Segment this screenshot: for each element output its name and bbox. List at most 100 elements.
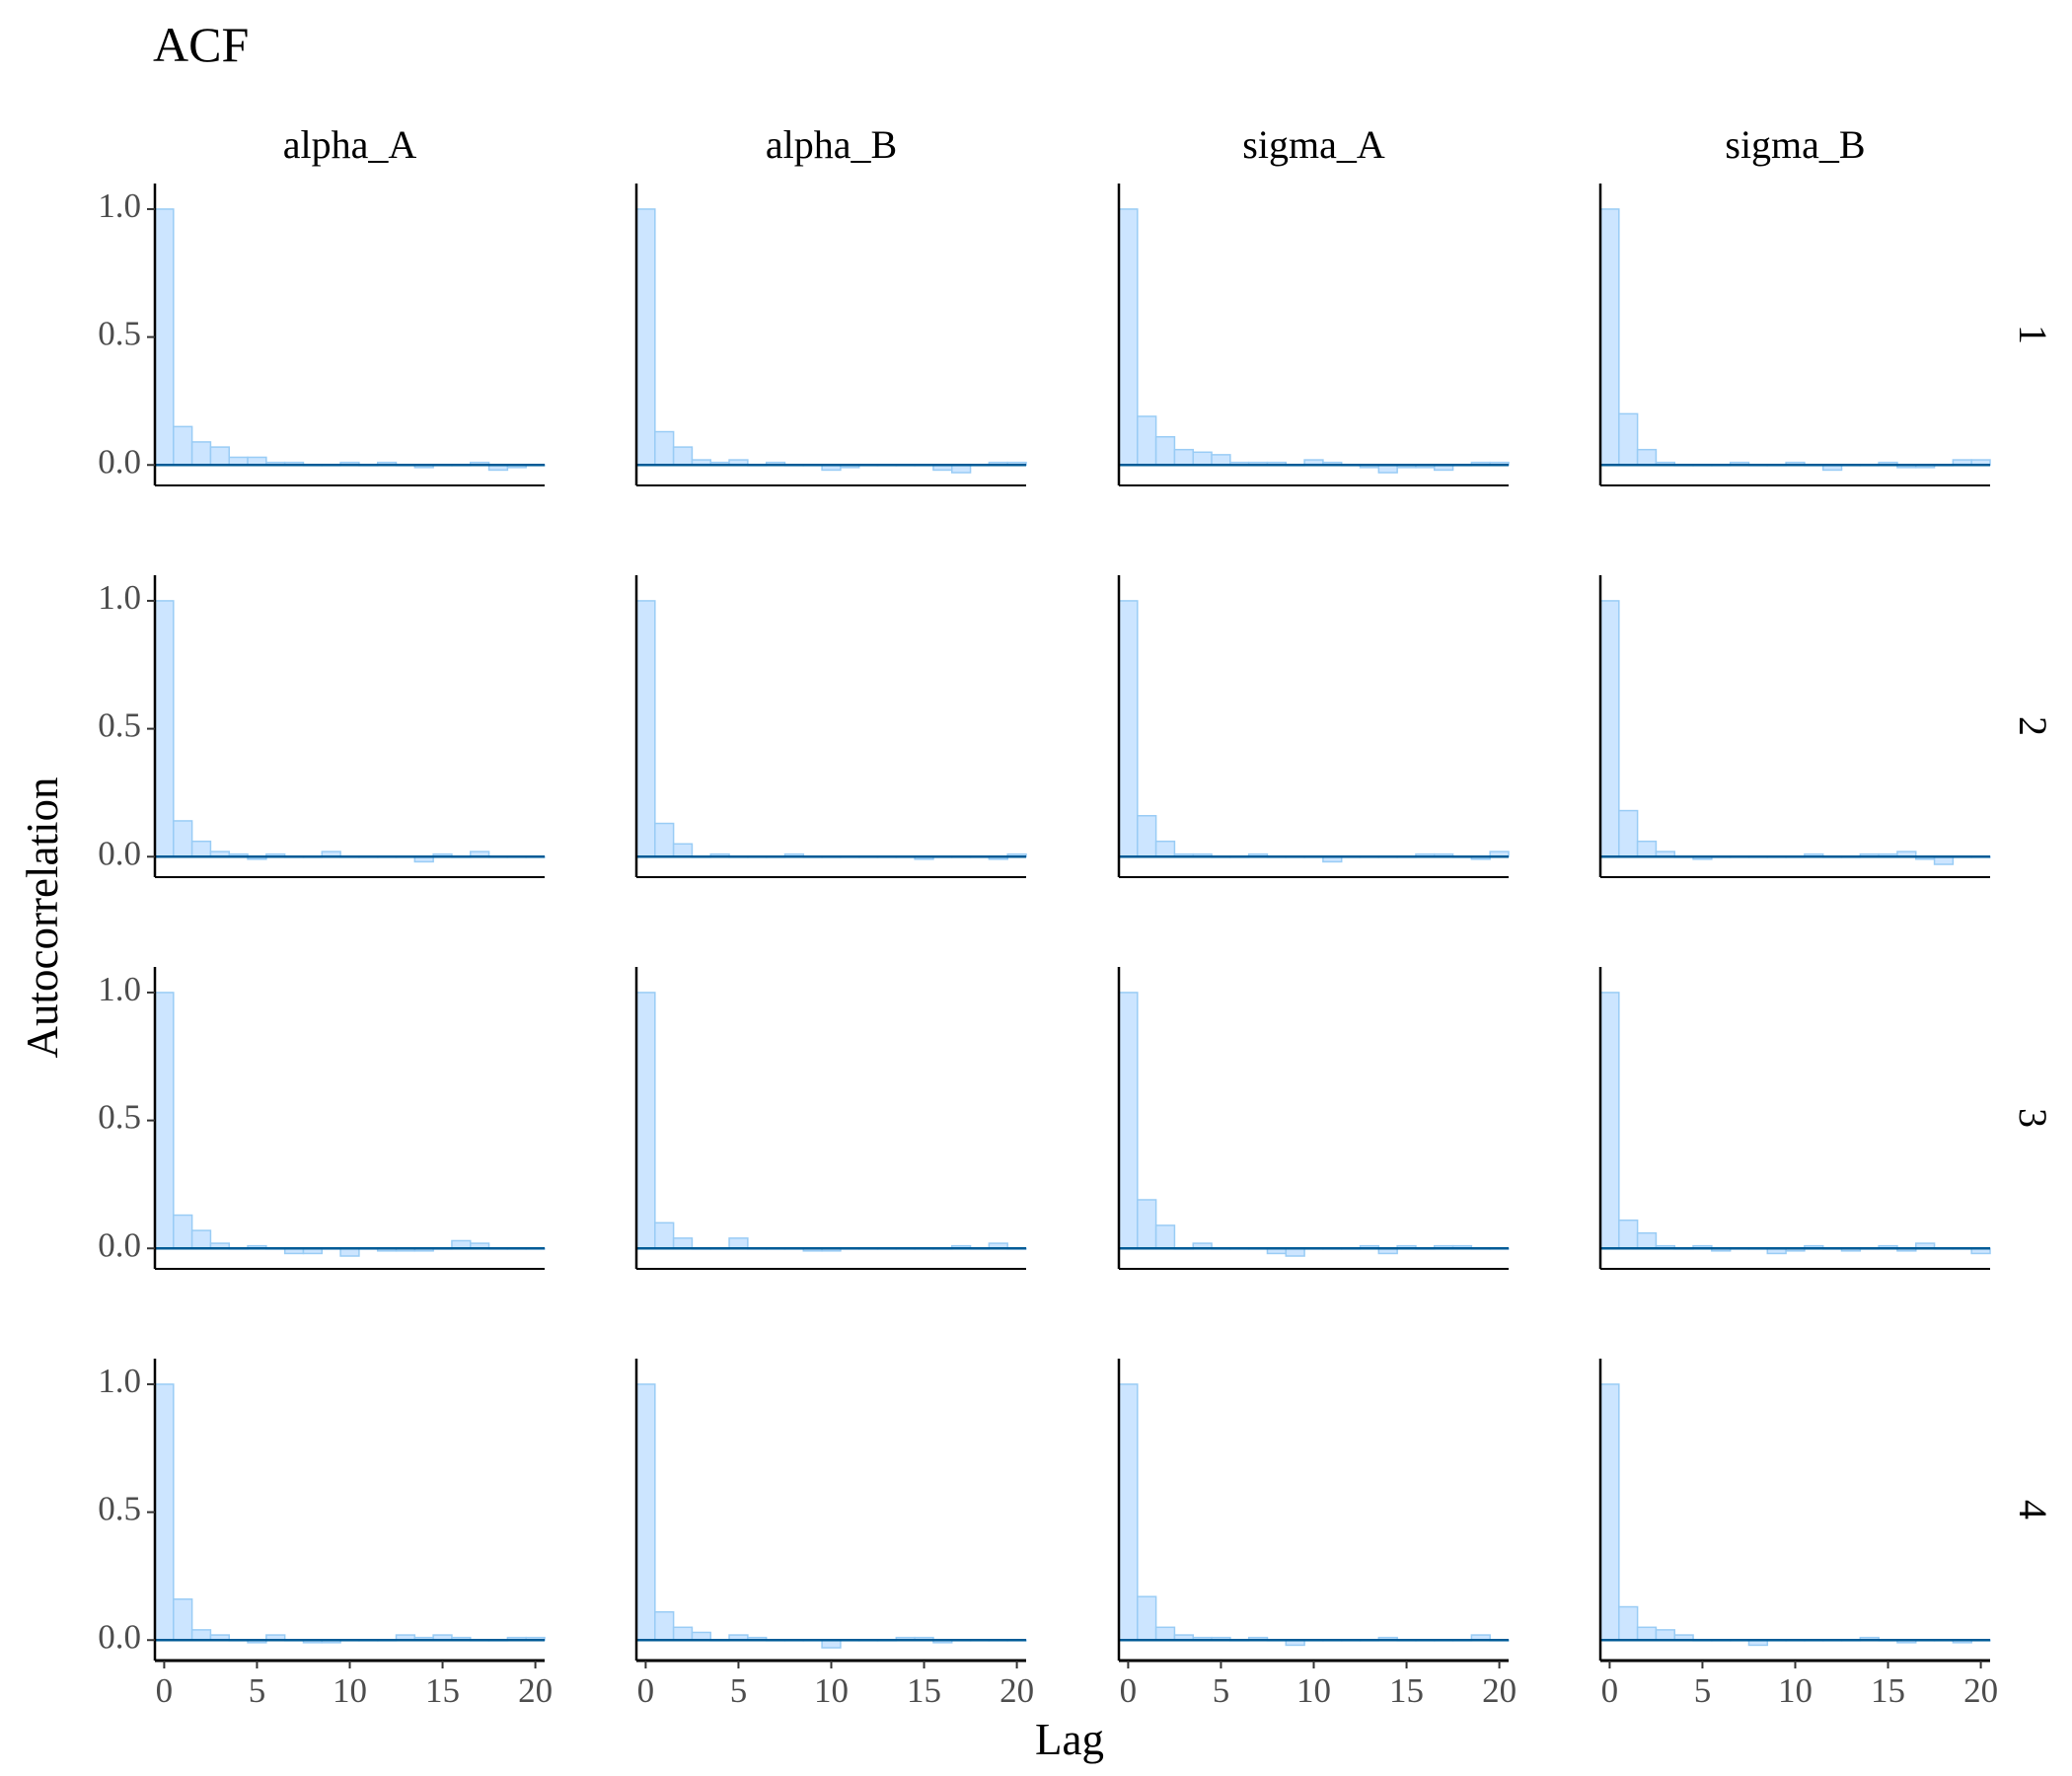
x-axis-title: Lag <box>1035 1715 1104 1764</box>
x-tick-label: 0 <box>1601 1671 1619 1710</box>
acf-bar <box>1636 1626 1658 1642</box>
y-tick-label: 0.5 <box>98 706 141 745</box>
acf-bar <box>1137 1199 1157 1249</box>
acf-bar <box>190 441 212 467</box>
facet-label-sigma-B: sigma_B <box>1725 122 1865 167</box>
acf-bar <box>173 820 193 858</box>
acf-bar <box>1636 1231 1658 1250</box>
acf-bar <box>672 446 694 467</box>
panel-alpha-B-chain-4: 0 5 10 15 20 <box>634 1359 1034 1710</box>
acf-bar <box>1137 815 1157 857</box>
x-tick-label: 0 <box>637 1671 655 1710</box>
chart-title: ACF <box>153 17 249 72</box>
acf-bar <box>1618 412 1639 466</box>
acf-bar <box>1599 1383 1620 1642</box>
chain-label-2: 2 <box>2011 716 2055 736</box>
acf-bar <box>190 840 212 858</box>
x-tick-label: 10 <box>333 1671 367 1710</box>
acf-bar <box>209 446 230 467</box>
acf-bar <box>1599 992 1620 1250</box>
chain-label-1: 1 <box>2011 325 2055 344</box>
panel-alpha-A-chain-1: 0.0 0.5 1.0 <box>98 184 546 486</box>
x-tick-label: 20 <box>1482 1671 1517 1710</box>
acf-bar <box>154 992 175 1250</box>
acf-bar <box>672 1626 694 1642</box>
x-tick-label: 0 <box>1120 1671 1138 1710</box>
y-tick-label: 0.0 <box>98 834 141 872</box>
x-tick-label: 5 <box>1213 1671 1230 1710</box>
acf-bar <box>728 1237 749 1250</box>
acf-bar <box>173 1598 193 1641</box>
panel-sigma-B-chain-2 <box>1598 575 1991 878</box>
acf-bar <box>190 1229 212 1250</box>
x-tick-label: 15 <box>425 1671 460 1710</box>
acf-bar <box>1173 448 1194 467</box>
acf-bar <box>173 425 193 467</box>
acf-bar <box>1618 1605 1639 1641</box>
x-tick-label: 20 <box>1963 1671 1998 1710</box>
acf-bar <box>635 992 656 1250</box>
facet-label-alpha-B: alpha_B <box>766 122 897 167</box>
panel-sigma-A-chain-2 <box>1117 575 1510 878</box>
panel-sigma-A-chain-3 <box>1117 967 1510 1270</box>
panel-sigma-B-chain-3 <box>1598 967 1991 1270</box>
acf-bar <box>1118 208 1139 467</box>
acf-bar <box>154 600 175 858</box>
y-tick-label: 0.5 <box>98 1490 141 1528</box>
acf-bar <box>1137 1595 1157 1641</box>
y-tick-label: 1.0 <box>98 578 141 617</box>
panel-sigma-A-chain-4: 0 5 10 15 20 <box>1117 1359 1517 1710</box>
acf-bar <box>1192 451 1213 467</box>
x-tick-label: 5 <box>1694 1671 1712 1710</box>
panel-sigma-A-chain-1 <box>1117 184 1510 486</box>
chain-label-4: 4 <box>2011 1500 2055 1519</box>
acf-bar <box>1618 1219 1639 1250</box>
panel-alpha-B-chain-2 <box>634 575 1027 878</box>
panel-sigma-B-chain-1 <box>1598 184 1991 486</box>
acf-bar <box>654 1221 675 1250</box>
y-axis-title: Autocorrelation <box>18 777 67 1059</box>
y-tick-label: 0.5 <box>98 1098 141 1137</box>
acf-bar <box>654 430 675 466</box>
x-tick-label: 0 <box>156 1671 174 1710</box>
x-tick-label: 10 <box>1778 1671 1813 1710</box>
acf-bar <box>190 1629 212 1642</box>
acf-bar <box>1118 1383 1139 1642</box>
panel-alpha-A-chain-2: 0.0 0.5 1.0 <box>98 575 546 878</box>
y-tick-label: 0.0 <box>98 442 141 481</box>
panel-sigma-B-chain-4: 0 5 10 15 20 <box>1598 1359 1998 1710</box>
y-tick-label: 0.0 <box>98 1225 141 1264</box>
panel-alpha-B-chain-3 <box>634 967 1027 1270</box>
chain-label-3: 3 <box>2011 1108 2055 1128</box>
acf-bar <box>1599 208 1620 467</box>
acf-bar <box>635 600 656 858</box>
x-tick-label: 20 <box>518 1671 553 1710</box>
x-tick-label: 20 <box>999 1671 1034 1710</box>
x-tick-label: 15 <box>907 1671 941 1710</box>
acf-bar <box>1211 454 1231 467</box>
acf-bar <box>1618 809 1639 858</box>
acf-bar <box>154 1383 175 1642</box>
acf-bar <box>1137 415 1157 466</box>
acf-bar <box>1636 448 1658 467</box>
y-tick-label: 1.0 <box>98 1362 141 1400</box>
acf-bar <box>1655 1629 1675 1642</box>
x-tick-label: 10 <box>1296 1671 1331 1710</box>
acf-bar <box>1154 1626 1176 1642</box>
acf-bar <box>672 843 694 858</box>
acf-bar <box>1118 600 1139 858</box>
y-tick-label: 0.5 <box>98 315 141 353</box>
acf-bar <box>672 1237 694 1250</box>
acf-bar <box>635 1383 656 1642</box>
facet-panels: alpha_A alpha_B sigma_A sigma_B 1 2 3 4 0.0 0.5 1.… <box>98 122 2055 1710</box>
acf-bar <box>1154 840 1176 858</box>
acf-bar <box>154 208 175 467</box>
acf-bar <box>635 208 656 467</box>
acf-bar <box>173 1214 193 1249</box>
panel-alpha-B-chain-1 <box>634 184 1027 486</box>
x-tick-label: 15 <box>1871 1671 1905 1710</box>
facet-label-alpha-A: alpha_A <box>283 122 417 167</box>
x-tick-label: 5 <box>730 1671 748 1710</box>
acf-bar <box>1154 1224 1176 1250</box>
